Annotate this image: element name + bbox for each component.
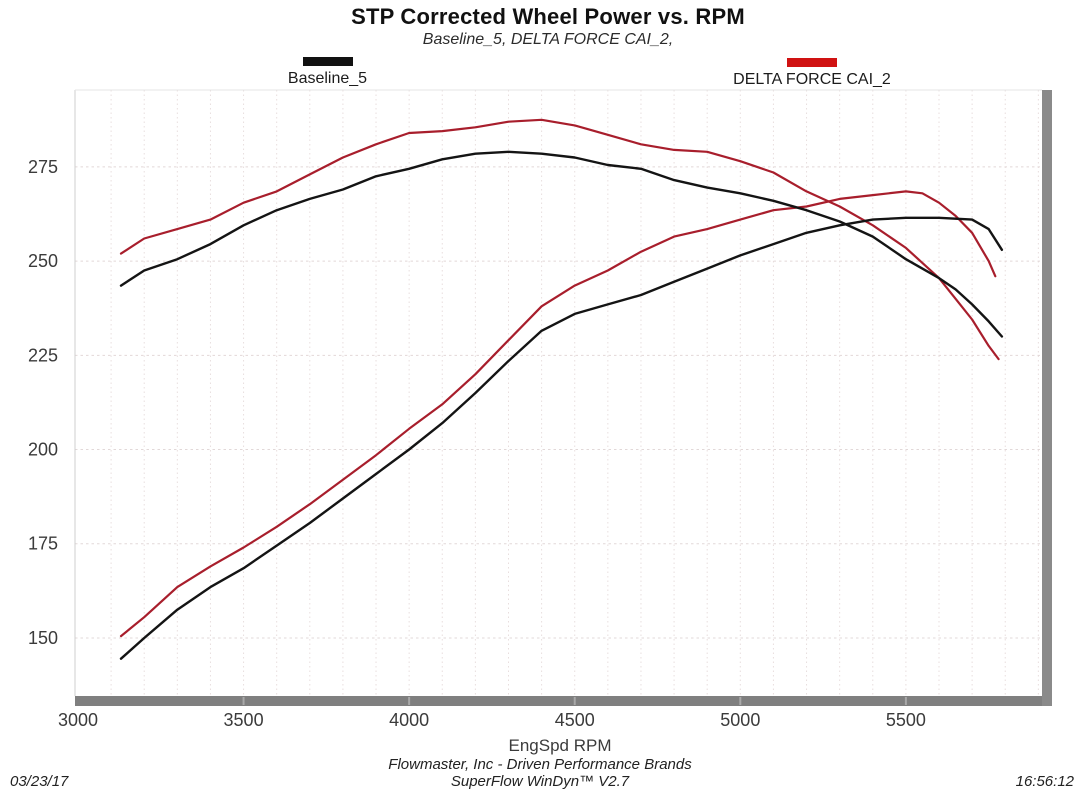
x-tick-label: 5500 xyxy=(886,710,926,730)
series-baseline-5-power xyxy=(119,216,1004,660)
right-axis-bar xyxy=(1042,90,1052,706)
plot-area xyxy=(75,90,1042,696)
legend-label-delta-force: DELTA FORCE CAI_2 xyxy=(733,71,891,88)
footer-time: 16:56:12 xyxy=(1015,773,1074,790)
x-axis-title: EngSpd RPM xyxy=(508,736,612,755)
series-baseline-5-torque xyxy=(119,150,1004,338)
x-tick-label: 3000 xyxy=(58,710,98,730)
y-tick-label: 150 xyxy=(28,628,58,648)
legend-swatch-baseline xyxy=(302,57,353,66)
series-delta-force-cai-2-torque xyxy=(119,118,1000,361)
footer-company: Flowmaster, Inc - Driven Performance Bra… xyxy=(388,756,692,773)
series-delta-force-cai-2-power xyxy=(119,190,997,638)
y-tick-label: 175 xyxy=(28,534,58,554)
legend-item-baseline: Baseline_5 xyxy=(250,57,405,88)
x-tick-label: 3500 xyxy=(224,710,264,730)
y-tick-label: 200 xyxy=(28,440,58,460)
footer-software: SuperFlow WinDyn™ V2.7 xyxy=(450,773,630,790)
chart-title: STP Corrected Wheel Power vs. RPM xyxy=(351,4,745,29)
footer-date: 03/23/17 xyxy=(10,773,69,790)
dyno-chart: 150 175 200 225 250 275 3000 3500 4000 4500 5000 55… xyxy=(28,89,1052,730)
x-tick-label: 4000 xyxy=(389,710,429,730)
x-tick-label: 4500 xyxy=(555,710,595,730)
chart-subtitle: Baseline_5, DELTA FORCE CAI_2, xyxy=(422,31,674,48)
legend-swatch-delta-force xyxy=(787,58,837,67)
y-tick-label: 250 xyxy=(28,251,58,271)
legend-label-baseline: Baseline_5 xyxy=(287,70,368,87)
x-axis-bar xyxy=(75,696,1052,706)
y-tick-label: 275 xyxy=(28,157,58,177)
y-tick-label: 225 xyxy=(28,345,58,365)
legend-item-delta-force: DELTA FORCE CAI_2 xyxy=(694,58,930,89)
x-tick-label: 5000 xyxy=(720,710,760,730)
